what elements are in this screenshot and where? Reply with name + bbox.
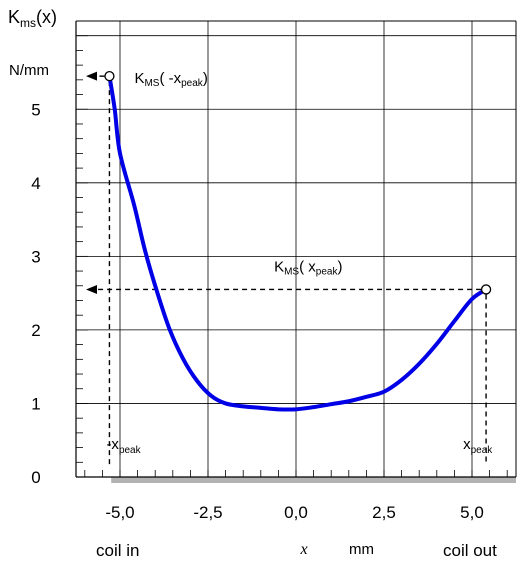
x-tick-label-3: 2,5: [372, 503, 396, 522]
axes-layer: [75, 20, 517, 483]
series-layer: [107, 74, 489, 412]
x-tick-label-0: -5,0: [105, 503, 134, 522]
annotation-xlabel-left-peak: -xpeak: [106, 436, 141, 456]
y-tick-label-5: 5: [31, 100, 40, 119]
markers-layer: [104, 71, 492, 295]
y-tick-label-3: 3: [31, 247, 40, 266]
series-line-0: [107, 74, 489, 412]
x-axis-variable: x: [299, 541, 307, 558]
x-tick-label-2: 0,0: [284, 503, 308, 522]
annotation-arrowhead-left-peak: [86, 71, 97, 81]
y-tick-label-0: 0: [31, 468, 40, 487]
peak-marker-left-peak: [104, 71, 115, 82]
peak-marker-right-peak: [480, 284, 492, 295]
x-tick-label-4: 5,0: [460, 503, 484, 522]
y-tick-label-2: 2: [31, 321, 40, 340]
annotation-lines-layer: [86, 71, 487, 465]
x-label-coil-out: coil out: [443, 541, 497, 560]
x-axis-unit: mm: [349, 541, 374, 558]
axis-shadow-band: [111, 477, 516, 483]
annotation-arrowhead-right-peak: [86, 284, 97, 294]
grid-layer: [76, 21, 516, 477]
annotation-label-left-peak: KMS( -xpeak): [134, 70, 207, 89]
y-tick-label-4: 4: [31, 174, 40, 193]
y-axis-unit: N/mm: [9, 62, 49, 79]
annotation-xlabel-right-peak: xpeak: [463, 436, 493, 456]
labels-layer: 0 1 2 3 4 5 -5,0 -2,5 0,0 2,5 5,0 Kms(x) N/mm coil in…: [8, 7, 497, 560]
y-axis-title: Kms(x): [8, 7, 57, 30]
annotation-label-right-peak: KMS( xpeak): [274, 258, 342, 277]
x-tick-label-1: -2,5: [193, 503, 222, 522]
y-tick-label-1: 1: [31, 394, 40, 413]
x-label-coil-in: coil in: [96, 541, 139, 560]
